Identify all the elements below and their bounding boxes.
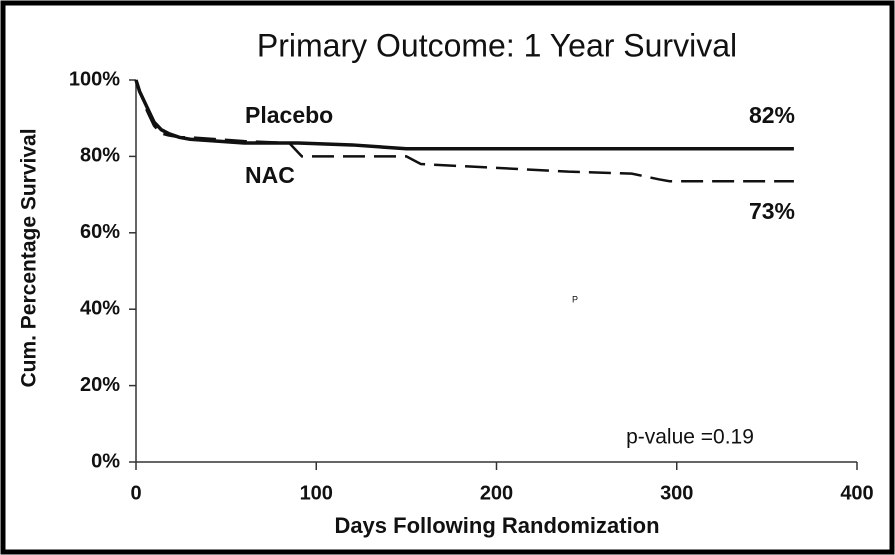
chart-title: Primary Outcome: 1 Year Survival bbox=[257, 27, 737, 63]
annotation: P bbox=[572, 294, 578, 304]
x-tick-label: 300 bbox=[660, 482, 693, 504]
survival-line bbox=[134, 79, 794, 183]
y-tick-label: 20% bbox=[80, 374, 120, 396]
annotation: p-value =0.19 bbox=[626, 426, 754, 449]
y-tick-label: 60% bbox=[80, 221, 120, 243]
y-tick-label: 100% bbox=[69, 68, 120, 90]
x-tick-label: 400 bbox=[840, 482, 873, 504]
y-tick-label: 0% bbox=[91, 450, 120, 472]
x-tick-label: 100 bbox=[300, 482, 333, 504]
y-tick-label: 80% bbox=[80, 145, 120, 167]
x-tick-label: 0 bbox=[130, 482, 141, 504]
x-tick-label: 200 bbox=[480, 482, 513, 504]
survival-line bbox=[134, 79, 794, 151]
x-axis-label: Days Following Randomization bbox=[334, 513, 659, 538]
series-label: Placebo bbox=[245, 102, 333, 128]
series-label: NAC bbox=[245, 162, 295, 188]
y-axis-label: Cum. Percentage Survival bbox=[18, 128, 41, 387]
annotation: 73% bbox=[749, 198, 795, 224]
annotation: 82% bbox=[749, 102, 795, 128]
y-tick-label: 40% bbox=[80, 297, 120, 319]
